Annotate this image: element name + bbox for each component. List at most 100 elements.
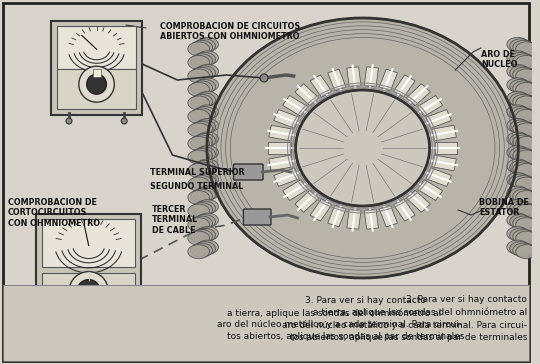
Text: BOBINA DE
ESTATOR: BOBINA DE ESTATOR bbox=[479, 198, 529, 217]
Ellipse shape bbox=[188, 218, 210, 232]
Ellipse shape bbox=[191, 175, 212, 190]
Ellipse shape bbox=[194, 52, 215, 66]
Ellipse shape bbox=[194, 242, 215, 256]
Ellipse shape bbox=[191, 135, 212, 149]
Ellipse shape bbox=[510, 134, 531, 147]
Polygon shape bbox=[417, 179, 443, 201]
Ellipse shape bbox=[507, 159, 529, 173]
Ellipse shape bbox=[513, 189, 535, 203]
Ellipse shape bbox=[191, 81, 212, 95]
Ellipse shape bbox=[194, 201, 215, 215]
Polygon shape bbox=[274, 168, 299, 186]
Ellipse shape bbox=[197, 173, 218, 186]
Ellipse shape bbox=[188, 42, 210, 56]
Ellipse shape bbox=[510, 52, 531, 66]
FancyBboxPatch shape bbox=[244, 209, 271, 225]
Text: COMPROBACION DE
CORTOCIRCUITOS
CON OHMNIOMETRO: COMPROBACION DE CORTOCIRCUITOS CON OHMNI… bbox=[8, 198, 100, 228]
Text: TERCER
TERMINAL
DE CABLE: TERCER TERMINAL DE CABLE bbox=[152, 205, 198, 235]
Bar bbox=[93, 69, 100, 77]
Ellipse shape bbox=[191, 149, 212, 162]
Ellipse shape bbox=[513, 175, 535, 190]
Ellipse shape bbox=[188, 150, 210, 164]
Ellipse shape bbox=[516, 177, 537, 191]
Ellipse shape bbox=[188, 69, 210, 83]
Text: 3. Para ver si hay contacto
a tierra, aplique las sondas del ohmniómetro al
aro : 3. Para ver si hay contacto a tierra, ap… bbox=[282, 295, 527, 342]
Ellipse shape bbox=[510, 93, 531, 107]
Ellipse shape bbox=[197, 51, 218, 65]
Ellipse shape bbox=[513, 230, 535, 244]
Polygon shape bbox=[295, 190, 319, 212]
Ellipse shape bbox=[510, 242, 531, 256]
Ellipse shape bbox=[507, 132, 529, 146]
Ellipse shape bbox=[188, 177, 210, 191]
Ellipse shape bbox=[507, 186, 529, 200]
Ellipse shape bbox=[510, 147, 531, 161]
Circle shape bbox=[117, 329, 123, 335]
Ellipse shape bbox=[188, 82, 210, 96]
Ellipse shape bbox=[188, 55, 210, 70]
FancyBboxPatch shape bbox=[57, 69, 136, 109]
Ellipse shape bbox=[197, 199, 218, 214]
Polygon shape bbox=[310, 75, 332, 97]
Polygon shape bbox=[328, 205, 346, 227]
Polygon shape bbox=[379, 205, 397, 227]
Polygon shape bbox=[379, 69, 397, 91]
Polygon shape bbox=[269, 155, 293, 171]
Polygon shape bbox=[426, 168, 451, 186]
Ellipse shape bbox=[510, 201, 531, 215]
FancyBboxPatch shape bbox=[42, 219, 135, 268]
Ellipse shape bbox=[507, 37, 529, 51]
Ellipse shape bbox=[516, 218, 537, 232]
Ellipse shape bbox=[191, 108, 212, 122]
Ellipse shape bbox=[513, 122, 535, 135]
Ellipse shape bbox=[194, 228, 215, 242]
Ellipse shape bbox=[507, 105, 529, 119]
Polygon shape bbox=[364, 67, 379, 87]
Polygon shape bbox=[435, 142, 457, 154]
Polygon shape bbox=[432, 155, 456, 171]
Ellipse shape bbox=[197, 64, 218, 78]
Ellipse shape bbox=[191, 94, 212, 108]
Polygon shape bbox=[407, 84, 430, 106]
FancyBboxPatch shape bbox=[51, 21, 142, 115]
Ellipse shape bbox=[510, 66, 531, 80]
Polygon shape bbox=[310, 199, 332, 221]
Ellipse shape bbox=[197, 146, 218, 159]
Polygon shape bbox=[274, 110, 299, 128]
Ellipse shape bbox=[510, 215, 531, 229]
Text: TERMINAL SUPERIOR: TERMINAL SUPERIOR bbox=[150, 168, 245, 177]
Circle shape bbox=[260, 74, 268, 82]
Ellipse shape bbox=[507, 78, 529, 92]
Ellipse shape bbox=[516, 96, 537, 110]
Polygon shape bbox=[432, 125, 456, 141]
Ellipse shape bbox=[197, 37, 218, 51]
Ellipse shape bbox=[188, 96, 210, 110]
Ellipse shape bbox=[510, 79, 531, 94]
Ellipse shape bbox=[188, 110, 210, 123]
Ellipse shape bbox=[507, 240, 529, 254]
Circle shape bbox=[77, 280, 100, 304]
Ellipse shape bbox=[513, 81, 535, 95]
Ellipse shape bbox=[194, 93, 215, 107]
Ellipse shape bbox=[197, 105, 218, 119]
Ellipse shape bbox=[513, 149, 535, 162]
Ellipse shape bbox=[194, 106, 215, 120]
Ellipse shape bbox=[516, 150, 537, 164]
Ellipse shape bbox=[507, 199, 529, 214]
Ellipse shape bbox=[197, 91, 218, 106]
Polygon shape bbox=[328, 69, 346, 91]
FancyBboxPatch shape bbox=[3, 285, 529, 361]
Ellipse shape bbox=[194, 215, 215, 229]
Text: COMPROBACION DE CIRCUITOS
ABIERTOS CON OHMNIOMETRO: COMPROBACION DE CIRCUITOS ABIERTOS CON O… bbox=[160, 22, 300, 41]
Ellipse shape bbox=[197, 132, 218, 146]
Text: aro del núcleo metálico y a cada terminal. Para circui-: aro del núcleo metálico y a cada termina… bbox=[217, 320, 462, 329]
FancyBboxPatch shape bbox=[57, 26, 136, 68]
Polygon shape bbox=[394, 75, 415, 97]
Ellipse shape bbox=[510, 161, 531, 174]
Polygon shape bbox=[394, 199, 415, 221]
Ellipse shape bbox=[194, 161, 215, 174]
Polygon shape bbox=[269, 125, 293, 141]
Polygon shape bbox=[364, 209, 379, 229]
Ellipse shape bbox=[188, 123, 210, 137]
Ellipse shape bbox=[194, 174, 215, 188]
